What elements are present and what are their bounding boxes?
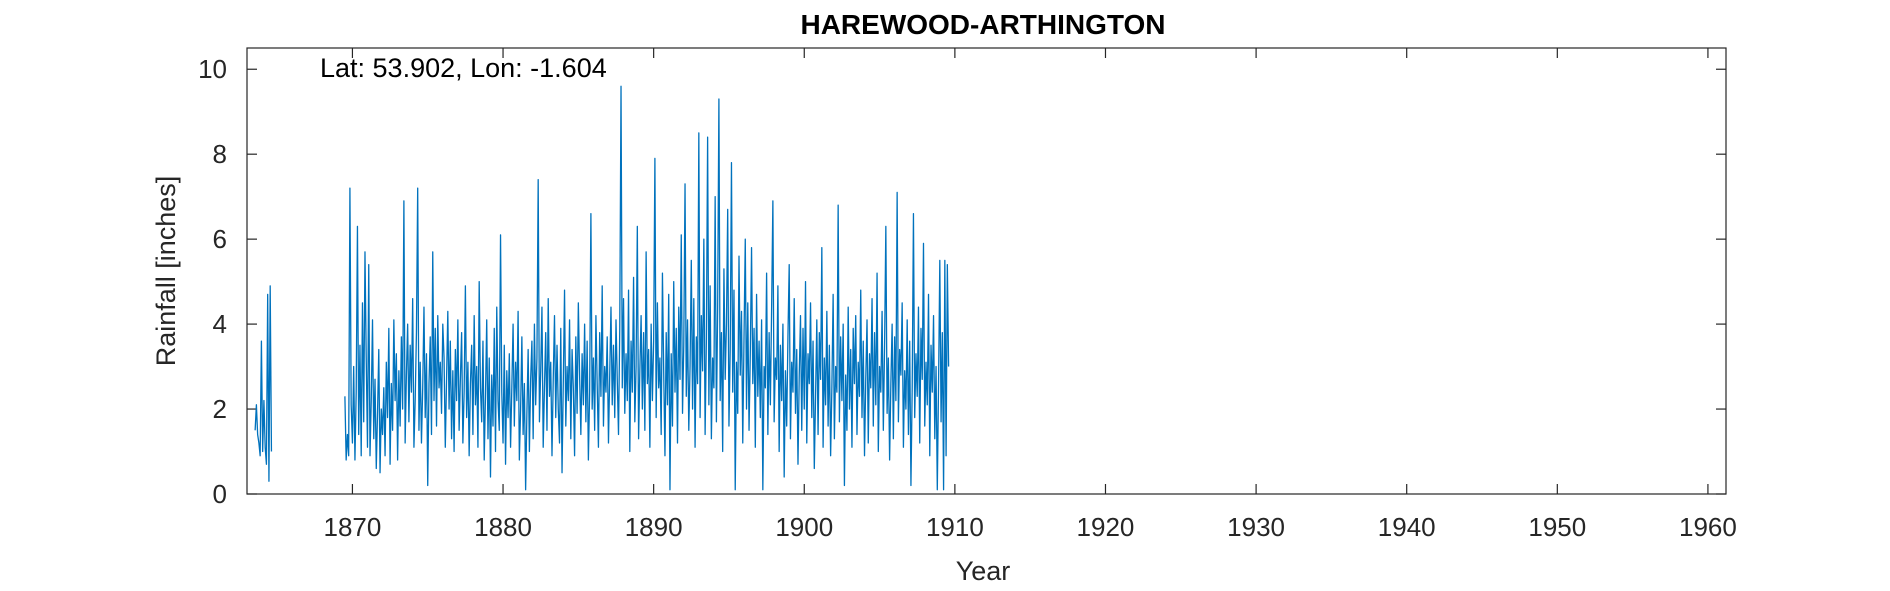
y-axis: 0 2 4 6 8 10 bbox=[198, 54, 1726, 509]
y-tick-label: 10 bbox=[198, 54, 227, 84]
x-tick-label: 1940 bbox=[1378, 512, 1436, 542]
x-tick-label: 1870 bbox=[324, 512, 382, 542]
x-tick-label: 1880 bbox=[474, 512, 532, 542]
x-tick-label: 1950 bbox=[1528, 512, 1586, 542]
station-coordinates-annotation: Lat: 53.902, Lon: -1.604 bbox=[320, 53, 607, 83]
x-tick-label: 1890 bbox=[625, 512, 683, 542]
y-tick-label: 2 bbox=[213, 394, 227, 424]
x-tick-label: 1930 bbox=[1227, 512, 1285, 542]
x-axis-label: Year bbox=[956, 556, 1011, 586]
y-tick-label: 4 bbox=[213, 309, 227, 339]
x-tick-label: 1910 bbox=[926, 512, 984, 542]
y-axis-label: Rainfall [inches] bbox=[151, 176, 181, 367]
rainfall-series-line bbox=[254, 85, 950, 491]
y-tick-label: 6 bbox=[213, 224, 227, 254]
x-tick-label: 1900 bbox=[775, 512, 833, 542]
y-tick-label: 8 bbox=[213, 139, 227, 169]
x-axis: 1870 1880 1890 1900 1910 1920 1930 1940 1950 1960 bbox=[324, 48, 1737, 542]
x-tick-label: 1960 bbox=[1679, 512, 1737, 542]
chart-title: HAREWOOD-ARTHINGTON bbox=[800, 9, 1165, 40]
y-tick-label: 0 bbox=[213, 479, 227, 509]
x-tick-label: 1920 bbox=[1077, 512, 1135, 542]
